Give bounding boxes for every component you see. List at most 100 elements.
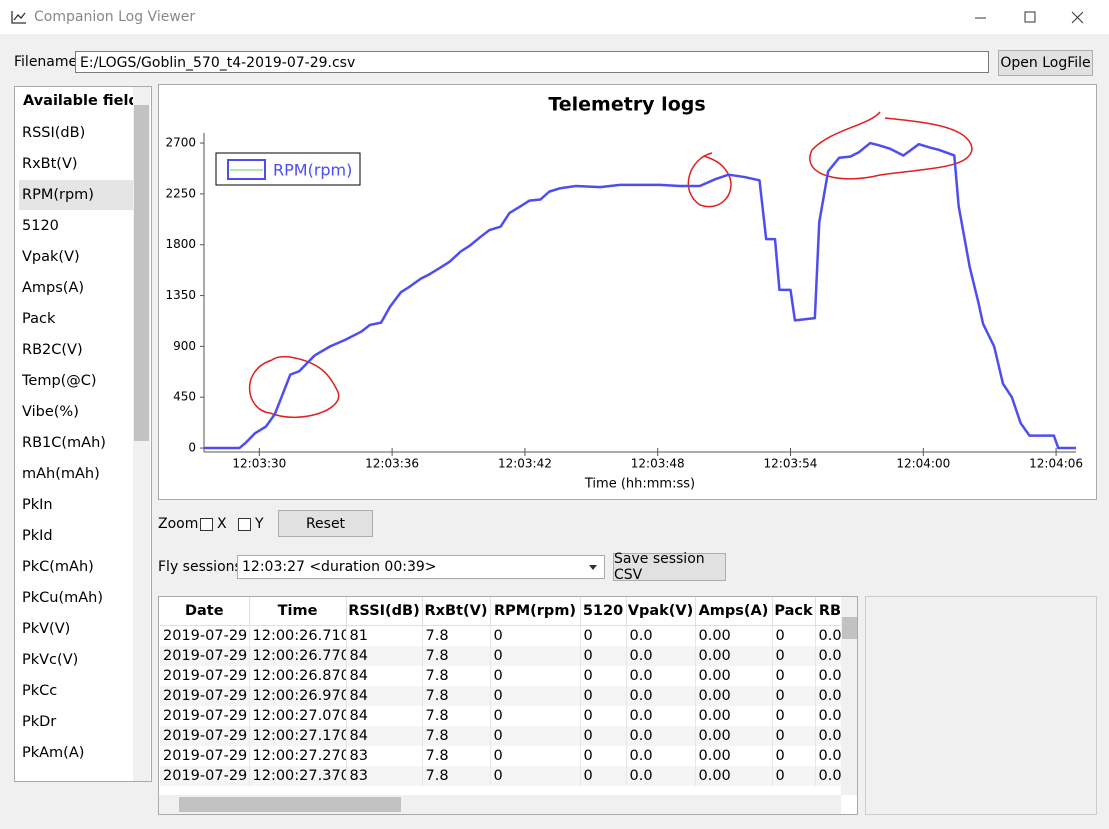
table-cell: 0 bbox=[490, 766, 581, 786]
table-cell: 0.00 bbox=[695, 686, 773, 706]
table-cell: 0 bbox=[490, 726, 581, 746]
chart-title: Telemetry logs bbox=[548, 94, 705, 116]
table-cell: 0.00 bbox=[695, 646, 773, 666]
dropdown-arrow bbox=[589, 565, 597, 570]
table-cell: 2019-07-29 bbox=[160, 706, 250, 726]
field-item[interactable]: RB2C(V) bbox=[22, 342, 83, 358]
table-cell: 0 bbox=[772, 766, 816, 786]
column-header[interactable]: RxBt(V) bbox=[422, 597, 491, 626]
field-item[interactable]: PkCc bbox=[22, 683, 58, 699]
app-icon bbox=[11, 11, 26, 24]
x-tick-label: 12:03:30 bbox=[232, 457, 286, 471]
table-cell: 84 bbox=[346, 706, 423, 726]
table-cell: 2019-07-29 bbox=[160, 746, 250, 766]
column-header[interactable]: 5120 bbox=[580, 597, 627, 626]
x-tick-label: 12:04:00 bbox=[896, 457, 950, 471]
table-cell: 0.0 bbox=[815, 666, 841, 686]
table-cell: 0.0 bbox=[626, 686, 696, 706]
field-item[interactable]: PkC(mAh) bbox=[22, 559, 94, 575]
table-cell: 0 bbox=[580, 726, 627, 746]
filename-input[interactable]: E:/LOGS/Goblin_570_t4-2019-07-29.csv bbox=[75, 51, 989, 73]
table-cell: 0.0 bbox=[815, 766, 841, 786]
horizontal-scrollbar[interactable] bbox=[159, 795, 841, 814]
data-table: Date Time RSSI(dB) RxBt(V) RPM(rpm) 5120 Vpak(… bbox=[160, 597, 841, 786]
table-cell: 0.0 bbox=[626, 746, 696, 766]
table-cell: 0.0 bbox=[815, 625, 841, 646]
field-item[interactable]: PkDr bbox=[22, 714, 57, 730]
field-item[interactable]: PkVc(V) bbox=[22, 652, 79, 668]
table-cell: 7.8 bbox=[422, 686, 491, 706]
annotation-circle bbox=[248, 355, 340, 418]
session-select[interactable]: 12:03:27 <duration 00:39> bbox=[237, 555, 605, 579]
field-item[interactable]: Pack bbox=[22, 311, 56, 327]
table-cell: 2019-07-29 bbox=[160, 686, 250, 706]
table-row[interactable]: 2019-07-29 12:00:27.270 83 7.8 0 0 0.0 0.00 0 0.0 bbox=[160, 746, 841, 766]
table-cell: 0 bbox=[580, 625, 627, 646]
table-row[interactable]: 2019-07-29 12:00:27.070 84 7.8 0 0 0.0 0.00 0 0.0 bbox=[160, 706, 841, 726]
field-item[interactable]: Amps(A) bbox=[22, 280, 85, 296]
field-item[interactable]: 5120 bbox=[22, 218, 59, 234]
table-cell: 12:00:26.770 bbox=[249, 646, 347, 666]
column-header[interactable]: Time bbox=[249, 597, 347, 626]
field-item[interactable]: RSSI(dB) bbox=[22, 125, 86, 141]
field-item[interactable]: Temp(@C) bbox=[22, 373, 97, 389]
field-item[interactable]: PkIn bbox=[22, 497, 53, 513]
table-cell: 0 bbox=[772, 746, 816, 766]
table-cell: 0 bbox=[490, 706, 581, 726]
column-header[interactable]: Amps(A) bbox=[695, 597, 773, 626]
column-header[interactable]: RSSI(dB) bbox=[346, 597, 423, 626]
field-item[interactable]: mAh(mAh) bbox=[22, 466, 100, 482]
table-cell: 83 bbox=[346, 766, 423, 786]
table-cell: 0.0 bbox=[626, 646, 696, 666]
field-item[interactable]: PkCu(mAh) bbox=[22, 590, 104, 606]
zoom-label: Zoom bbox=[158, 516, 199, 532]
save-session-button[interactable]: Save session CSV bbox=[613, 551, 726, 583]
table-cell: 0 bbox=[580, 706, 627, 726]
reset-button[interactable]: Reset bbox=[278, 510, 373, 537]
title-bar: Companion Log Viewer bbox=[0, 0, 1109, 34]
table-cell: 0.0 bbox=[815, 646, 841, 666]
table-row[interactable]: 2019-07-29 12:00:26.770 84 7.8 0 0 0.0 0.00 0 0.0 bbox=[160, 646, 841, 666]
table-cell: 12:00:26.870 bbox=[249, 666, 347, 686]
table-cell: 12:00:27.070 bbox=[249, 706, 347, 726]
table-cell: 0 bbox=[490, 666, 581, 686]
table-row[interactable]: 2019-07-29 12:00:26.970 84 7.8 0 0 0.0 0.00 0 0.0 bbox=[160, 686, 841, 706]
table-cell: 0.0 bbox=[626, 666, 696, 686]
table-cell: 83 bbox=[346, 746, 423, 766]
table-cell: 0 bbox=[580, 766, 627, 786]
session-select-value: 12:03:27 <duration 00:39> bbox=[242, 559, 437, 575]
table-row[interactable]: 2019-07-29 12:00:27.370 83 7.8 0 0 0.0 0.00 0 0.0 bbox=[160, 766, 841, 786]
table-row[interactable]: 2019-07-29 12:00:26.710 81 7.8 0 0 0.0 0.00 0 0.0 bbox=[160, 625, 841, 646]
field-item[interactable]: PkId bbox=[22, 528, 53, 544]
x-tick-label: 12:04:06 bbox=[1029, 457, 1083, 471]
table-row[interactable]: 2019-07-29 12:00:27.170 84 7.8 0 0 0.0 0.00 0 0.0 bbox=[160, 726, 841, 746]
column-header[interactable]: RPM(rpm) bbox=[490, 597, 581, 626]
column-header[interactable]: Vpak(V) bbox=[626, 597, 696, 626]
table-cell: 0 bbox=[772, 666, 816, 686]
table-row[interactable]: 2019-07-29 12:00:26.870 84 7.8 0 0 0.0 0.00 0 0.0 bbox=[160, 666, 841, 686]
field-item[interactable]: Vpak(V) bbox=[22, 249, 80, 265]
table-cell: 12:00:27.170 bbox=[249, 726, 347, 746]
field-list-header: Available field bbox=[23, 93, 139, 109]
zoom-x-checkbox[interactable]: X bbox=[194, 516, 227, 532]
field-item[interactable]: RxBt(V) bbox=[22, 156, 78, 172]
column-header[interactable]: Pack bbox=[772, 597, 816, 626]
field-item[interactable]: RPM(rpm) bbox=[19, 180, 134, 210]
column-header[interactable]: RB bbox=[815, 597, 841, 626]
table-cell: 2019-07-29 bbox=[160, 726, 250, 746]
zoom-x-label: X bbox=[217, 516, 227, 532]
window-controls[interactable] bbox=[966, 10, 1106, 26]
zoom-y-checkbox[interactable]: Y bbox=[232, 516, 264, 532]
field-item[interactable]: PkV(V) bbox=[22, 621, 71, 637]
column-header[interactable]: Date bbox=[160, 597, 250, 626]
table-cell: 2019-07-29 bbox=[160, 646, 250, 666]
field-item[interactable]: RB1C(mAh) bbox=[22, 435, 106, 451]
table-cell: 7.8 bbox=[422, 766, 491, 786]
series-line bbox=[204, 141, 1076, 450]
open-logfile-button[interactable]: Open LogFile bbox=[998, 50, 1093, 76]
field-item[interactable]: Vibe(%) bbox=[22, 404, 79, 420]
field-item[interactable]: PkAm(A) bbox=[22, 745, 85, 761]
vertical-scrollbar[interactable] bbox=[841, 597, 857, 795]
table-cell: 7.8 bbox=[422, 746, 491, 766]
scrollbar[interactable] bbox=[133, 87, 150, 781]
